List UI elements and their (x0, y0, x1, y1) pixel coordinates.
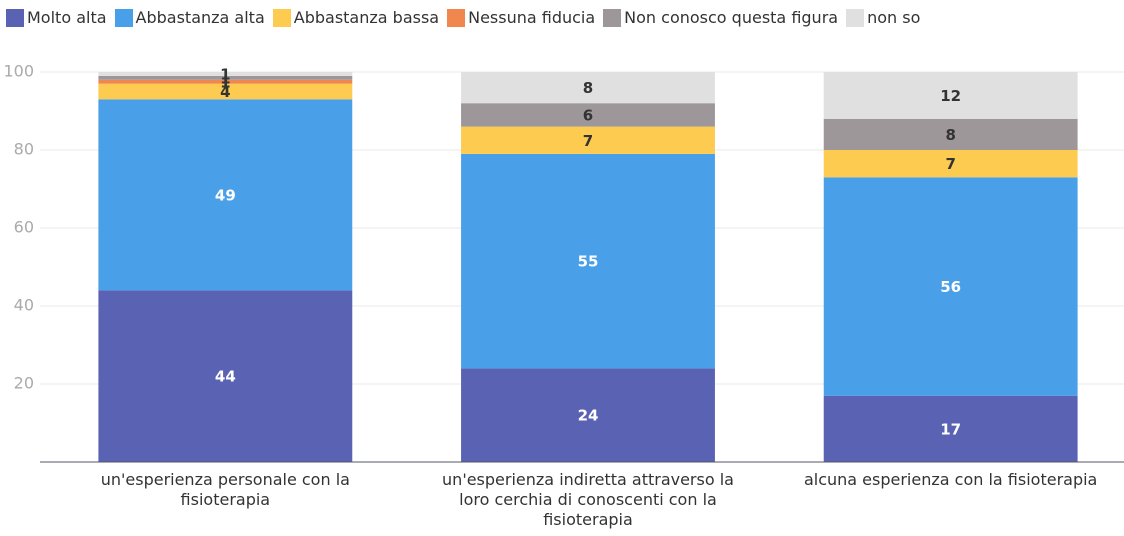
data-label: 1 (220, 69, 230, 87)
legend-swatch (272, 8, 291, 27)
bar-segment (461, 368, 715, 462)
bar-segment (823, 177, 1078, 396)
bar-segment (98, 75, 353, 80)
data-label: 49 (215, 186, 236, 204)
legend-item: Abbastanza alta (114, 8, 265, 27)
legend-item: Non conosco questa figura (603, 8, 838, 27)
bar-segment (461, 72, 715, 104)
bar-segment (461, 153, 715, 369)
x-tick-label: alcuna esperienza con la fisioterapia (803, 470, 1098, 489)
bar-segment (823, 395, 1078, 462)
legend-label: Nessuna fiducia (468, 8, 596, 27)
y-tick-label: 100 (3, 62, 34, 81)
data-label: 6 (583, 106, 593, 124)
y-tick-label: 60 (14, 218, 34, 237)
legend-item: Nessuna fiducia (447, 8, 595, 27)
bar-segment (823, 118, 1078, 150)
data-label: 56 (940, 278, 961, 296)
bar-segment (98, 79, 353, 84)
bar-segment (98, 83, 353, 100)
data-label: 4 (220, 83, 230, 101)
data-label: 17 (940, 420, 961, 438)
bar-segment (461, 103, 715, 127)
data-label: 7 (945, 155, 955, 173)
legend-item: Molto alta (6, 8, 107, 27)
legend: Molto alta Abbastanza alta Abbastanza bass… (6, 8, 920, 27)
legend-label: Abbastanza bassa (293, 8, 440, 27)
bar-segment (823, 72, 1078, 119)
y-tick-label: 20 (14, 374, 34, 393)
x-tick-label: un'esperienza personale con la fisiotera… (100, 470, 350, 509)
data-label: 7 (583, 132, 593, 150)
bar-segment (461, 126, 715, 154)
data-label: 8 (945, 126, 955, 144)
legend-swatch (603, 8, 622, 27)
legend-label: Non conosco questa figura (624, 8, 839, 27)
y-tick-label: 40 (14, 296, 34, 315)
legend-swatch (6, 8, 24, 27)
bar-segment (98, 72, 353, 76)
legend-label: Abbastanza alta (135, 8, 265, 27)
x-tick-label: un'esperienza indiretta attraverso la lo… (442, 470, 734, 529)
data-label: 1 (220, 73, 230, 91)
legend-swatch (114, 8, 133, 27)
legend-item: Abbastanza bassa (272, 8, 440, 27)
legend-label: non so (867, 8, 921, 27)
data-label: 8 (583, 79, 593, 97)
y-tick-label: 80 (14, 140, 34, 159)
legend-swatch (846, 8, 865, 27)
bar-segment (98, 99, 353, 291)
data-label: 1 (220, 65, 230, 83)
data-label: 55 (578, 253, 599, 271)
bar-segment (98, 290, 353, 462)
data-label: 24 (578, 407, 599, 425)
bar-segment (823, 150, 1078, 178)
legend-swatch (447, 8, 466, 27)
legend-item: non so (846, 8, 920, 27)
legend-label: Molto alta (27, 8, 107, 27)
data-label: 12 (940, 87, 961, 105)
data-label: 44 (215, 368, 236, 386)
